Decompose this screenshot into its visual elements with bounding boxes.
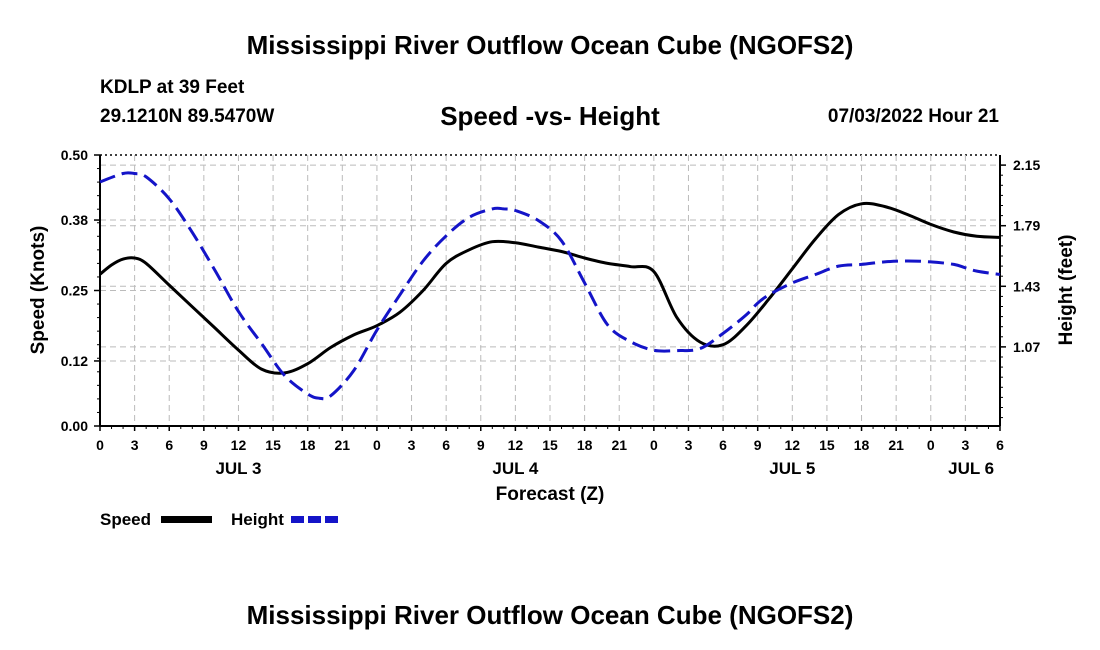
y-axis-label: Speed (Knots): [28, 226, 49, 355]
footer-title: Mississippi River Outflow Ocean Cube (NG…: [246, 600, 854, 630]
legend-height-swatch: [291, 516, 342, 523]
x-tick-label: 6: [442, 437, 450, 453]
x-tick-label: 21: [611, 437, 627, 453]
x-tick-label: 0: [650, 437, 658, 453]
chart-main-title: Mississippi River Outflow Ocean Cube (NG…: [246, 30, 854, 60]
legend-speed-swatch: [161, 516, 212, 523]
x-tick-label: 15: [265, 437, 281, 453]
x-tick-label: 9: [477, 437, 485, 453]
x-tick-label: 3: [685, 437, 693, 453]
y-tick-label: 0.50: [61, 147, 88, 163]
day-label: JUL 5: [769, 459, 815, 478]
day-label: JUL 3: [215, 459, 261, 478]
series-line-speed: [99, 201, 1001, 375]
day-label: JUL 6: [948, 459, 994, 478]
x-tick-label: 12: [785, 437, 801, 453]
x-tick-label: 15: [819, 437, 835, 453]
legend-height-label: Height: [231, 510, 284, 529]
x-tick-label: 12: [231, 437, 247, 453]
x-tick-label: 3: [408, 437, 416, 453]
chart-subtitle: Speed -vs- Height: [440, 101, 660, 131]
legend-speed-label: Speed: [100, 510, 152, 529]
y2-axis-label: Height (feet): [1056, 235, 1077, 346]
x-tick-label: 3: [131, 437, 139, 453]
y2-tick-label: 1.79: [1013, 218, 1040, 234]
x-tick-label: 15: [542, 437, 558, 453]
y-tick-label: 0.38: [61, 212, 88, 228]
x-axis-label: Forecast (Z): [496, 484, 605, 505]
x-tick-label: 6: [719, 437, 727, 453]
x-tick-label: 18: [300, 437, 316, 453]
day-label: JUL 4: [492, 459, 539, 478]
coordinates-label: 29.1210N 89.5470W: [100, 106, 275, 127]
y-tick-label: 0.12: [61, 353, 88, 369]
x-tick-label: 3: [961, 437, 969, 453]
series-line-height: [99, 171, 1001, 401]
x-tick-label: 21: [888, 437, 904, 453]
x-tick-label: 18: [854, 437, 870, 453]
y2-tick-label: 2.15: [1013, 157, 1040, 173]
y2-tick-label: 1.07: [1013, 339, 1040, 355]
y-tick-label: 0.25: [61, 283, 88, 299]
station-label: KDLP at 39 Feet: [100, 77, 245, 98]
y-tick-label: 0.00: [61, 418, 88, 434]
x-tick-label: 18: [577, 437, 593, 453]
forecast-datetime: 07/03/2022 Hour 21: [827, 106, 999, 127]
x-tick-label: 12: [508, 437, 524, 453]
x-tick-label: 9: [200, 437, 208, 453]
x-tick-label: 6: [996, 437, 1004, 453]
x-tick-label: 9: [754, 437, 762, 453]
x-tick-label: 0: [927, 437, 935, 453]
x-tick-label: 21: [335, 437, 351, 453]
x-tick-label: 0: [96, 437, 104, 453]
x-tick-label: 0: [373, 437, 381, 453]
y2-tick-label: 1.43: [1013, 278, 1040, 294]
x-tick-label: 6: [165, 437, 173, 453]
